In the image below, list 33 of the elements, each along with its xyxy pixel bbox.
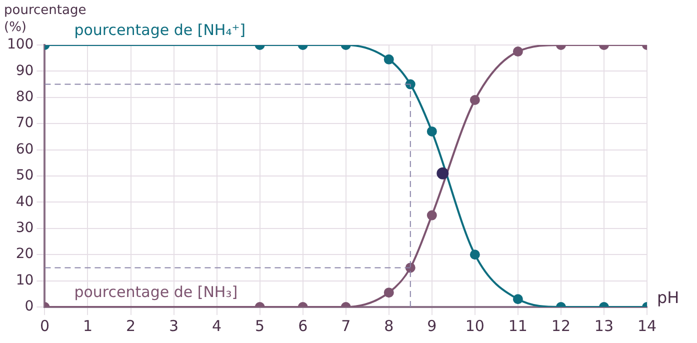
x-tick-label: 14	[637, 316, 657, 335]
x-tick-label: 7	[341, 316, 351, 335]
y-tick-label: 60	[16, 141, 34, 158]
y-tick-label: 50	[16, 168, 34, 184]
x-tick-label: 12	[551, 316, 571, 335]
series-label: pourcentage de [NH₄⁺]	[74, 21, 246, 39]
x-tick-label: 0	[40, 316, 50, 335]
x-tick-label: 10	[465, 316, 484, 335]
x-tick-label: 2	[126, 316, 136, 335]
x-tick-label: 5	[255, 316, 265, 335]
x-tick-label: 11	[508, 316, 528, 335]
y-tick-label: 80	[16, 89, 34, 106]
y-tick-label: 10	[16, 272, 34, 288]
y-tick-label: 70	[16, 115, 34, 132]
point	[436, 167, 449, 180]
y-tick-label: 90	[16, 62, 34, 79]
point	[426, 210, 437, 220]
x-tick-label: 3	[169, 316, 179, 335]
x-tick-label: 4	[212, 316, 222, 335]
point	[426, 126, 437, 136]
point	[470, 95, 480, 106]
y-tick-label: 0	[24, 298, 34, 315]
x-tick-label: 13	[594, 316, 614, 335]
y-tick-label: 20	[16, 246, 34, 262]
x-tick-label: 8	[384, 316, 394, 335]
series-label: pourcentage de [NH₃]	[74, 283, 238, 301]
y-tick-label: 40	[16, 194, 34, 210]
x-tick-label: 1	[82, 316, 93, 335]
x-axis-title: pH	[657, 288, 680, 307]
y-tick-label: 100	[6, 36, 34, 53]
x-tick-label: 6	[298, 316, 308, 335]
y-tick-label: 30	[16, 220, 34, 236]
x-tick-label: 9	[427, 316, 437, 335]
